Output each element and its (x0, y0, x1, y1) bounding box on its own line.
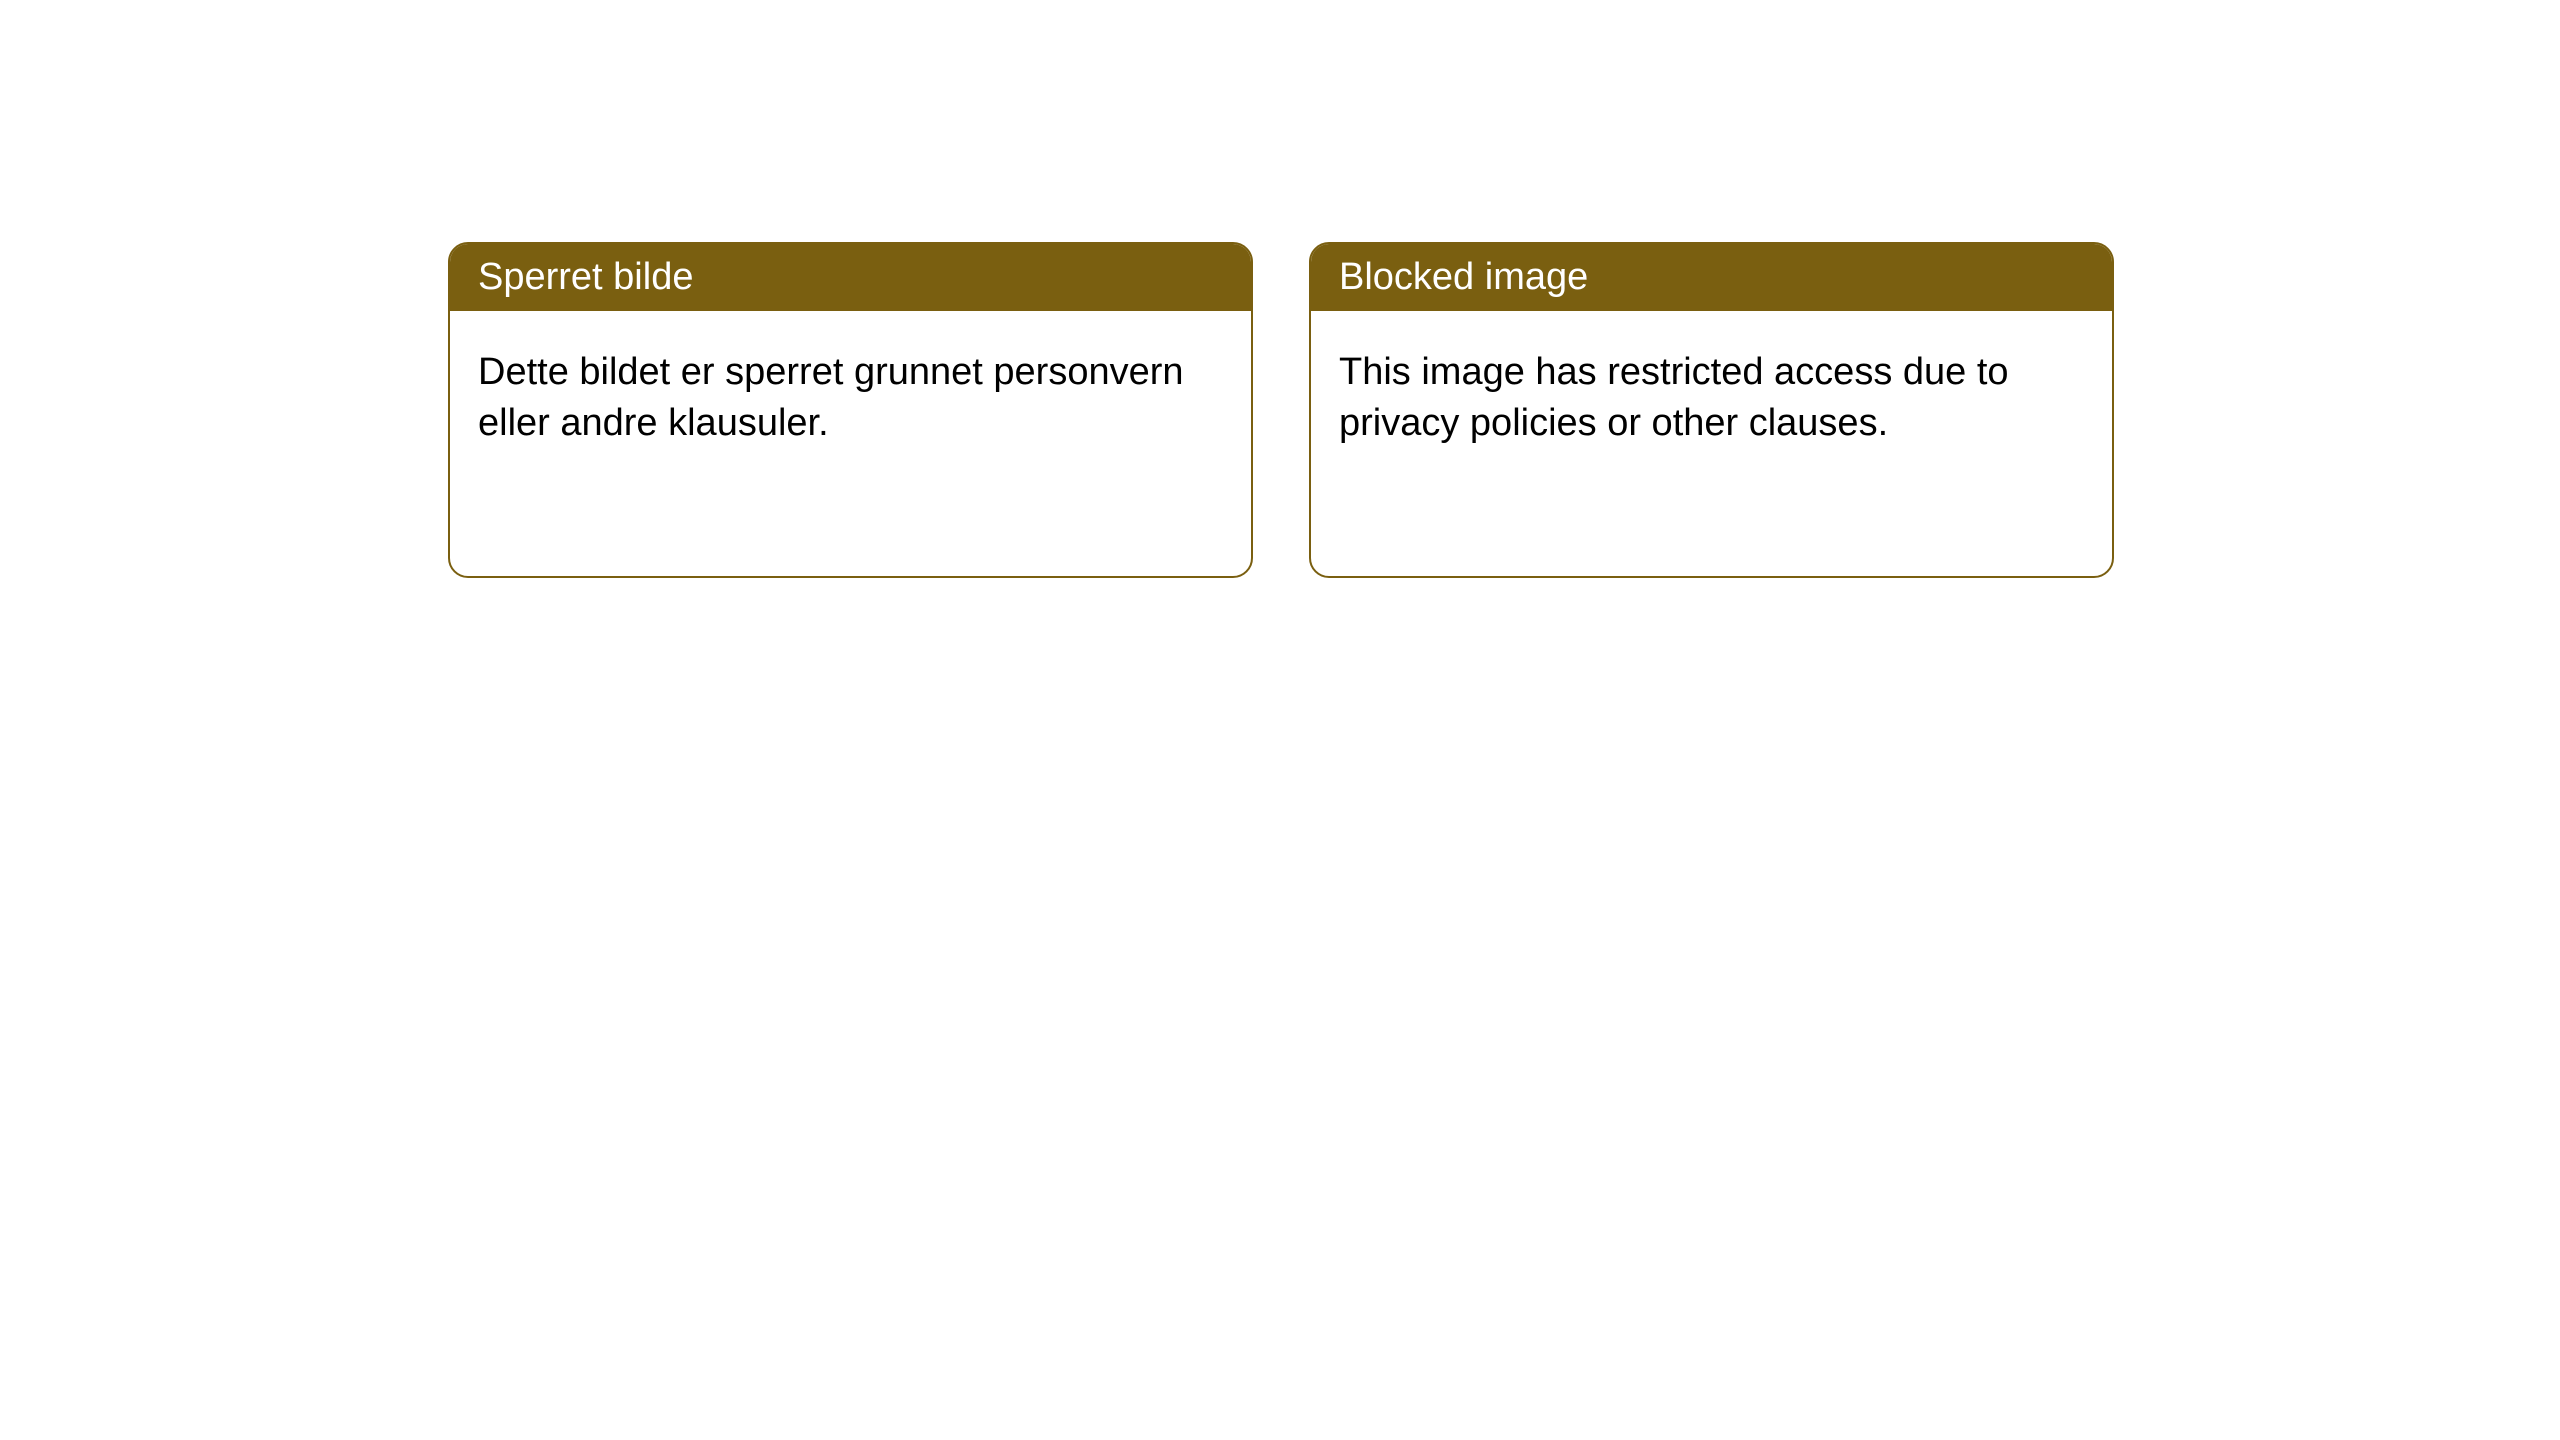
notice-card-header: Sperret bilde (450, 244, 1251, 311)
notice-card-title: Blocked image (1339, 256, 1588, 298)
notice-card-header: Blocked image (1311, 244, 2112, 311)
notice-card-body: This image has restricted access due to … (1311, 311, 2112, 486)
notice-cards-container: Sperret bilde Dette bildet er sperret gr… (448, 242, 2114, 578)
notice-card-body: Dette bildet er sperret grunnet personve… (450, 311, 1251, 486)
notice-card-body-text: Dette bildet er sperret grunnet personve… (478, 351, 1184, 444)
notice-card-english: Blocked image This image has restricted … (1309, 242, 2114, 578)
notice-card-title: Sperret bilde (478, 256, 693, 298)
notice-card-norwegian: Sperret bilde Dette bildet er sperret gr… (448, 242, 1253, 578)
notice-card-body-text: This image has restricted access due to … (1339, 351, 2009, 444)
